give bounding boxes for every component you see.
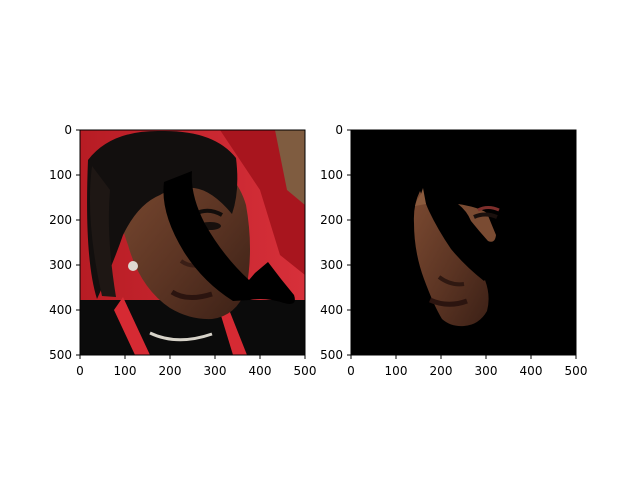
right-x-tick-0: 0 (347, 364, 355, 378)
left-y-tick-400: 400 (49, 303, 72, 317)
left-y-tick-500: 500 (49, 348, 72, 362)
right-y-tick-400: 400 (320, 303, 343, 317)
original-image-panel: 0 100 200 300 400 500 0 100 200 300 400 … (49, 123, 316, 378)
left-x-tick-400: 400 (249, 364, 272, 378)
masked-nose-shadow (437, 275, 465, 287)
right-y-ticks: 0 100 200 300 400 500 (320, 123, 351, 362)
original-photo (80, 130, 305, 355)
right-y-tick-300: 300 (320, 258, 343, 272)
background-person-face (275, 130, 305, 205)
left-y-tick-100: 100 (49, 168, 72, 182)
left-y-tick-300: 300 (49, 258, 72, 272)
masked-face-left (413, 191, 489, 327)
left-x-tick-200: 200 (159, 364, 182, 378)
left-x-ticks: 0 100 200 300 400 500 (76, 355, 316, 378)
right-x-tick-200: 200 (430, 364, 453, 378)
left-axes-frame (79, 129, 306, 356)
left-y-tick-0: 0 (64, 123, 72, 137)
left-y-tick-200: 200 (49, 213, 72, 227)
right-x-ticks: 0 100 200 300 400 500 (347, 355, 587, 378)
masked-mouth (428, 297, 468, 307)
right-y-tick-0: 0 (335, 123, 343, 137)
right-x-tick-100: 100 (385, 364, 408, 378)
right-x-tick-400: 400 (520, 364, 543, 378)
right-axes-frame (350, 129, 577, 356)
earring (128, 261, 138, 271)
right-x-tick-300: 300 (475, 364, 498, 378)
left-x-tick-100: 100 (114, 364, 137, 378)
right-y-tick-100: 100 (320, 168, 343, 182)
left-y-ticks: 0 100 200 300 400 500 (49, 123, 80, 362)
mouth (170, 289, 213, 300)
masked-eyebrow-edge (477, 206, 500, 212)
left-collar-red (114, 297, 150, 355)
masked-face-image (351, 130, 576, 355)
right-collar-red (219, 302, 247, 355)
right-y-tick-200: 200 (320, 213, 343, 227)
hair-side (89, 166, 116, 297)
necklace (149, 331, 213, 342)
masked-eye (473, 212, 498, 219)
masked-face-edge (415, 188, 426, 206)
hair (87, 130, 238, 299)
right-x-tick-500: 500 (565, 364, 588, 378)
left-x-tick-0: 0 (76, 364, 84, 378)
right-y-tick-500: 500 (320, 348, 343, 362)
left-x-tick-300: 300 (204, 364, 227, 378)
occlusion-mask (163, 171, 295, 304)
left-x-tick-500: 500 (294, 364, 317, 378)
masked-face-panel: 0 100 200 300 400 500 0 100 200 300 400 … (320, 123, 587, 378)
masked-occlusion (423, 189, 498, 281)
